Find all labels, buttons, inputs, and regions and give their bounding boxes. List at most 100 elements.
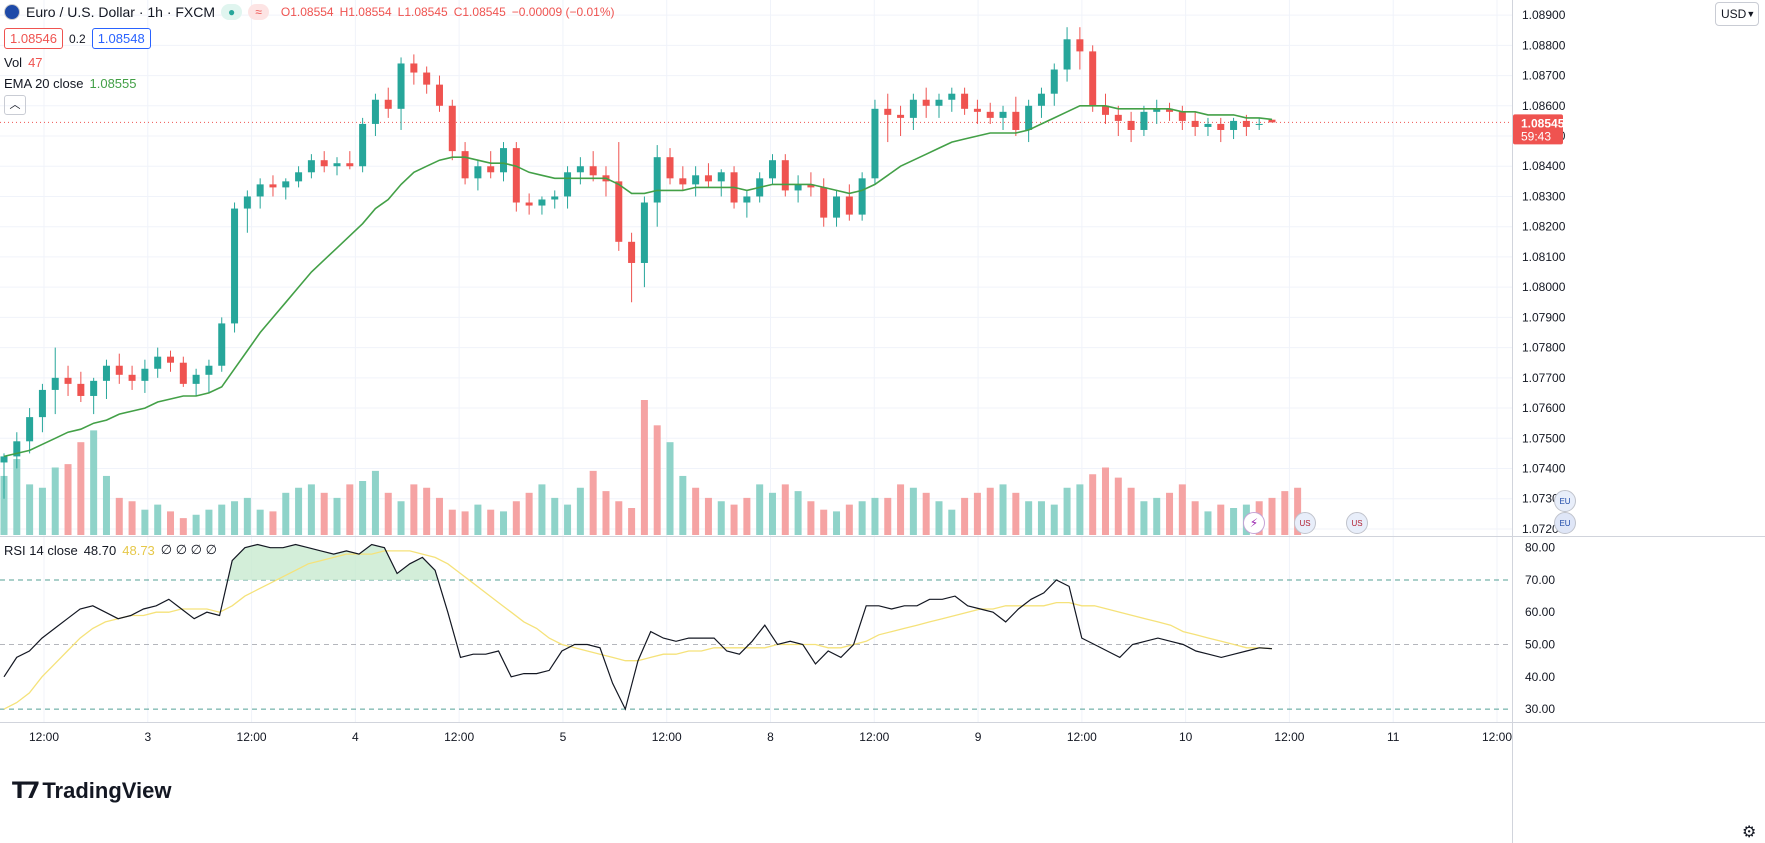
ema-label[interactable]: EMA 20 close: [4, 76, 84, 91]
volume-bar: [448, 509, 456, 535]
candle-body: [589, 166, 597, 176]
tv-logo-icon: 𝗧𝟳: [12, 778, 40, 803]
time-tick-label: 5: [560, 730, 567, 744]
candle-body: [1255, 123, 1263, 125]
candle-body: [256, 184, 264, 197]
us-flag-event-icon[interactable]: US: [1346, 512, 1368, 534]
volume-bar: [756, 484, 764, 535]
time-tick-label: 12:00: [652, 730, 682, 744]
candle-body: [307, 160, 315, 173]
rsi-ma-value: 48.73: [122, 542, 155, 558]
volume-bar: [1050, 504, 1058, 535]
gear-icon[interactable]: ⚙: [1742, 824, 1757, 841]
us-flag-event-icon[interactable]: US: [1294, 512, 1316, 534]
tradingview-logo[interactable]: 𝗧𝟳 TradingView: [12, 778, 172, 804]
ohlc-high: H1.08554: [339, 5, 392, 19]
volume-bar: [333, 497, 341, 535]
volume-bar: [1268, 497, 1276, 535]
volume-bar: [1294, 487, 1302, 535]
volume-bar: [1153, 497, 1161, 535]
chevron-down-icon: ▼: [1746, 9, 1756, 19]
volume-bar: [1037, 501, 1045, 535]
candle-body: [1140, 111, 1148, 130]
candle-body: [231, 208, 239, 324]
bid-button[interactable]: 1.08546: [4, 28, 63, 49]
last-price-label: 1.08545: [1521, 116, 1565, 130]
volume-bar: [487, 509, 495, 535]
volume-bar: [717, 501, 725, 535]
volume-bar: [1114, 477, 1122, 535]
volume-bar: [551, 497, 559, 535]
volume-bar: [461, 511, 469, 535]
candle-body: [487, 166, 495, 173]
volume-bar: [1101, 467, 1109, 535]
volume-bar: [935, 501, 943, 535]
candle-body: [333, 163, 341, 167]
volume-bar: [435, 497, 443, 535]
ask-button[interactable]: 1.08548: [91, 28, 151, 49]
collapse-legend-button[interactable]: ︿: [4, 95, 26, 115]
volume-bar: [102, 475, 110, 535]
candle-body: [346, 163, 354, 167]
candle-body: [922, 99, 930, 106]
candle-body: [653, 157, 661, 203]
candle-body: [615, 181, 623, 242]
volume-bar: [77, 442, 85, 535]
candle-body: [500, 148, 508, 173]
volume-bar: [205, 509, 213, 535]
candle-body: [141, 368, 149, 381]
volume-bar: [295, 487, 303, 535]
volume-bar: [768, 492, 776, 535]
rsi-tick-label: 70.00: [1525, 573, 1555, 587]
market-status-icon[interactable]: ●: [221, 4, 243, 20]
candle-body: [154, 356, 162, 369]
candle-body: [909, 99, 917, 118]
candle-body: [717, 172, 725, 182]
candle-body: [282, 181, 290, 188]
volume-bar: [397, 501, 405, 535]
rsi-label[interactable]: RSI 14 close: [4, 542, 78, 558]
volume-bar: [986, 487, 994, 535]
candle-body: [1204, 123, 1212, 127]
volume-bar: [307, 484, 315, 535]
candle-body: [807, 184, 815, 188]
volume-bar: [13, 459, 21, 535]
volume-bar: [474, 504, 482, 535]
candle-body: [1101, 105, 1109, 115]
volume-bar: [154, 504, 162, 535]
volume-bar: [512, 501, 520, 535]
candle-body: [525, 202, 533, 206]
eu-flag-event-icon[interactable]: EU: [1554, 512, 1576, 534]
volume-bar: [1230, 508, 1238, 535]
event-label: US: [1299, 518, 1311, 528]
price-tick-label: 1.08400: [1522, 159, 1566, 173]
volume-bar: [602, 491, 610, 535]
vol-label[interactable]: Vol: [4, 55, 23, 70]
volume-bar: [384, 492, 392, 535]
ohlc-change: −0.00009 (−0.01%): [511, 5, 615, 19]
candle-body: [781, 160, 789, 191]
candle-body: [384, 99, 392, 109]
candle-body: [704, 175, 712, 182]
candle-body: [897, 114, 905, 118]
volume-bar: [692, 487, 700, 535]
indicator-toggle-icon[interactable]: ≈: [248, 4, 269, 20]
volume-bar: [410, 484, 418, 535]
volume-bar: [179, 518, 187, 535]
symbol-title[interactable]: Euro / U.S. Dollar · 1h · FXCM: [26, 4, 216, 20]
volume-bar: [218, 504, 226, 535]
volume-bar: [346, 484, 354, 535]
time-tick-label: 12:00: [29, 730, 59, 744]
us-flag-event-icon[interactable]: EU: [1554, 490, 1576, 512]
flash-event-icon[interactable]: ⚡: [1243, 512, 1265, 534]
candle-body: [13, 441, 21, 457]
rsi-tick-label: 40.00: [1525, 670, 1555, 684]
candle-body: [461, 151, 469, 179]
volume-bar: [589, 470, 597, 535]
time-tick-label: 10: [1179, 730, 1193, 744]
volume-bar: [256, 509, 264, 535]
currency-selector[interactable]: USD ▼: [1715, 2, 1759, 26]
time-tick-label: 12:00: [859, 730, 889, 744]
price-tick-label: 1.08100: [1522, 250, 1566, 264]
